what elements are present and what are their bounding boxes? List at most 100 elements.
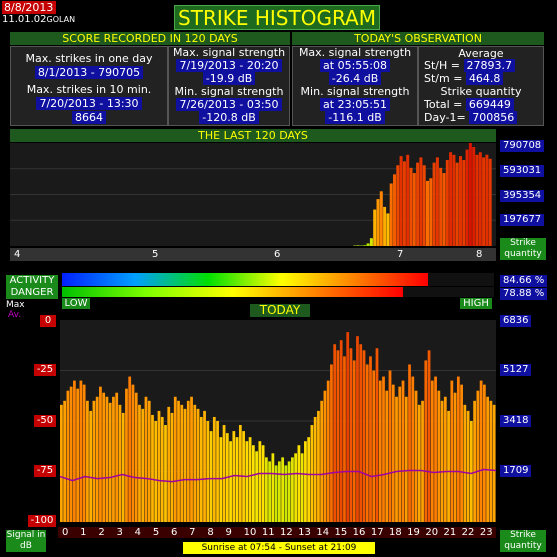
today-bar bbox=[456, 376, 460, 522]
today-bar bbox=[479, 380, 483, 522]
today-max-value-row: -26.4 dB bbox=[292, 72, 418, 85]
today-bar bbox=[147, 400, 151, 522]
today-bar bbox=[430, 380, 434, 522]
today-bar bbox=[408, 364, 411, 522]
last120-right-label: Strike quantity bbox=[500, 238, 546, 260]
today-bar bbox=[69, 386, 73, 522]
min-signal-label: Min. signal strength bbox=[174, 85, 284, 98]
today-y-right: 6836 bbox=[500, 315, 532, 327]
today-bar bbox=[460, 384, 463, 522]
max-legend: Max bbox=[6, 300, 25, 310]
today-bar bbox=[108, 402, 112, 522]
max-one-day-value: 8/1/2013 - 790705 bbox=[34, 66, 144, 79]
last120-bar bbox=[366, 243, 370, 246]
today-bar bbox=[281, 457, 285, 522]
today-bar bbox=[199, 416, 203, 522]
today-bar bbox=[333, 344, 337, 522]
last120-bar bbox=[419, 157, 423, 246]
danger-value: 78.88 % bbox=[500, 288, 548, 300]
last120-x-label: 6 bbox=[274, 249, 281, 260]
today-bar bbox=[177, 400, 180, 522]
today-bar bbox=[382, 376, 385, 522]
today-x-label: 22 bbox=[461, 527, 475, 538]
today-y-left: -75 bbox=[34, 465, 56, 477]
last120-y-label: 395354 bbox=[500, 190, 545, 202]
today-y-right-1-wrap: 5127 bbox=[500, 364, 532, 376]
page-title: STRIKE HISTOGRAM bbox=[174, 5, 380, 30]
last120-bar bbox=[439, 167, 443, 246]
today-bar bbox=[157, 410, 161, 522]
today-bar bbox=[141, 408, 145, 522]
today-x-label: 6 bbox=[171, 527, 178, 538]
today-bar bbox=[105, 396, 109, 522]
today-bar bbox=[66, 390, 70, 522]
today-bar bbox=[304, 441, 307, 522]
st-m-row: St/m = 464.8 bbox=[424, 72, 504, 85]
max-signal-value-row: -19.9 dB bbox=[168, 72, 290, 85]
today-y-left: -100 bbox=[28, 515, 56, 527]
today-y-right-3-wrap: 1709 bbox=[500, 465, 532, 477]
today-x-label: 8 bbox=[207, 527, 214, 538]
today-bar bbox=[76, 388, 80, 522]
last120-bar bbox=[393, 174, 396, 246]
today-bar bbox=[443, 396, 447, 522]
today-bar bbox=[489, 400, 493, 522]
today-x-label: 5 bbox=[152, 527, 160, 538]
today-bar bbox=[271, 453, 275, 522]
last120-bar bbox=[465, 149, 469, 246]
today-x-label: 7 bbox=[189, 527, 196, 538]
last120-bar bbox=[478, 152, 482, 246]
last120-bar bbox=[422, 165, 426, 246]
today-bar bbox=[362, 350, 366, 522]
today-bar bbox=[89, 410, 93, 522]
today-y-right: 5127 bbox=[500, 364, 532, 376]
last120-bar bbox=[426, 180, 429, 246]
today-bar bbox=[196, 408, 200, 522]
last120-bar bbox=[475, 154, 479, 246]
max-10min-count-row: 8664 bbox=[10, 111, 168, 124]
today-bar bbox=[102, 392, 106, 522]
today-bar bbox=[349, 348, 353, 522]
today-bar bbox=[466, 410, 470, 522]
today-bar bbox=[343, 356, 346, 522]
today-bar bbox=[437, 390, 441, 522]
last120-x-label: 5 bbox=[152, 249, 159, 260]
high-label: HIGH bbox=[460, 298, 492, 309]
last120-bar bbox=[406, 154, 410, 246]
today-bar bbox=[375, 348, 379, 522]
last120-bar bbox=[383, 206, 387, 246]
max-10min-value: 7/20/2013 - 13:30 bbox=[36, 97, 142, 110]
last120-x-label: 4 bbox=[14, 249, 21, 260]
activity-value: 84.66 % bbox=[500, 275, 548, 287]
date-badge: 8/8/2013 bbox=[2, 1, 56, 14]
min-signal-date-row: 7/26/2013 - 03:50 bbox=[168, 98, 290, 111]
activity-track bbox=[62, 273, 494, 286]
signal-axis-label: Signal in dB bbox=[6, 530, 46, 552]
today-bar bbox=[291, 457, 294, 522]
today-bar bbox=[336, 350, 340, 522]
today-x-axis bbox=[58, 527, 496, 538]
today-bar bbox=[164, 425, 167, 522]
last120-bar bbox=[363, 245, 367, 246]
strike-quantity-label: Strike quantity bbox=[440, 85, 522, 98]
today-chart-title: TODAY bbox=[250, 304, 310, 317]
last120-bar bbox=[386, 213, 390, 246]
today-x-label: 0 bbox=[62, 527, 69, 538]
today-bar bbox=[95, 396, 99, 522]
today-x-label: 10 bbox=[243, 527, 257, 538]
today-bar bbox=[203, 410, 206, 522]
today-y-left: 0 bbox=[40, 315, 56, 327]
today-bar bbox=[128, 376, 132, 522]
today-bar bbox=[125, 388, 128, 522]
last120-bar bbox=[429, 178, 433, 246]
today-bar bbox=[447, 410, 450, 522]
today-bar bbox=[86, 400, 89, 522]
today-x-label: 21 bbox=[443, 527, 457, 538]
last120-bar bbox=[435, 157, 439, 246]
last120-bar bbox=[452, 154, 456, 246]
score-panel-title: SCORE RECORDED IN 120 DAYS bbox=[10, 32, 290, 45]
today-bar bbox=[274, 465, 278, 522]
today-x-label: 4 bbox=[134, 527, 142, 538]
today-bar bbox=[369, 356, 372, 522]
